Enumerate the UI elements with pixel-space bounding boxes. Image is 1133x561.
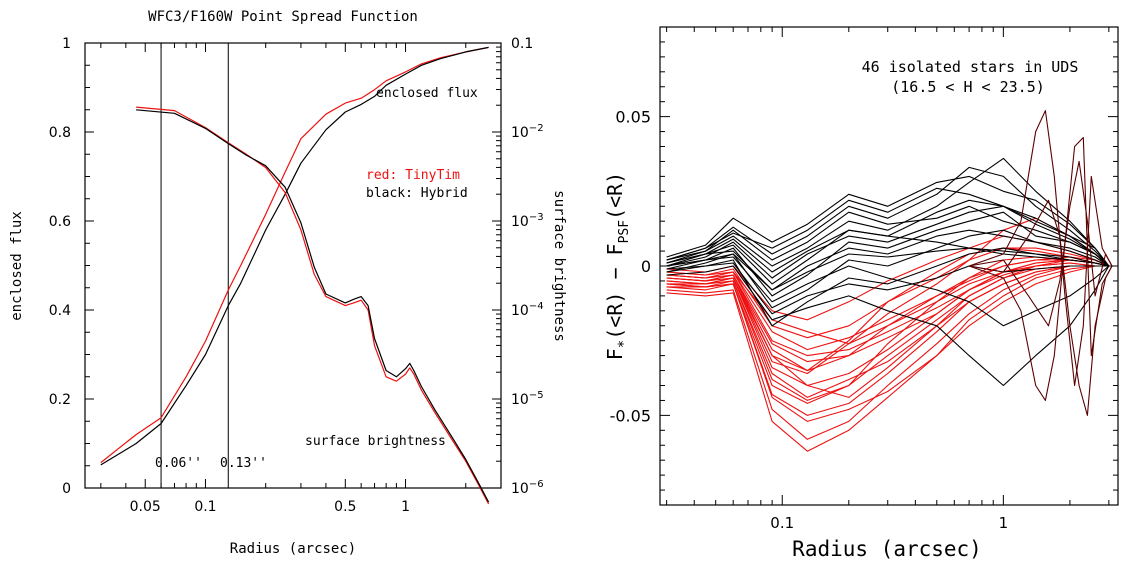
psf-ticks bbox=[85, 42, 502, 489]
psf-y-tick-labels-left: 0 0.2 0.4 0.6 0.8 1 bbox=[49, 36, 71, 497]
y-tick-label-left: 0.6 bbox=[49, 214, 71, 230]
series-hybrid-residual bbox=[666, 175, 1110, 267]
series-tinytim-residual bbox=[666, 265, 1109, 452]
psf-x-tick-labels: 0.05 0.1 0.5 1 bbox=[130, 499, 410, 515]
series-hybrid-residual bbox=[666, 265, 1110, 387]
series-sb_hybrid bbox=[136, 109, 490, 503]
y-tick-label-left: 0 bbox=[62, 481, 71, 497]
y-tick-label-right: 10−6 bbox=[511, 479, 544, 497]
residual-series bbox=[666, 110, 1113, 452]
series-tinytim-residual bbox=[666, 259, 1109, 387]
x-tick-label: 1 bbox=[401, 499, 410, 515]
psf-vertical-lines bbox=[160, 43, 229, 488]
series-outlier-residual bbox=[969, 199, 1113, 416]
series-group bbox=[666, 110, 1113, 452]
psf-series bbox=[100, 46, 490, 505]
psf-y-axis-label-left: enclosed flux bbox=[9, 211, 25, 321]
series-hybrid-residual bbox=[666, 166, 1110, 267]
vline-label-0.13: 0.13'' bbox=[220, 456, 267, 471]
x-tick-label: 0.1 bbox=[770, 514, 794, 532]
y-tick-label-left: 0.4 bbox=[49, 303, 71, 319]
stars-annotation-line1: 46 isolated stars in UDS bbox=[862, 58, 1079, 76]
series-ee_tinytim bbox=[100, 46, 489, 464]
psf-y-tick-labels-right: 0.1 10−2 10−3 10−4 10−5 10−6 bbox=[511, 36, 544, 497]
y-tick-label-right: 0.1 bbox=[511, 36, 533, 52]
y-tick-label-left: 0.8 bbox=[49, 125, 71, 141]
series-hybrid-residual bbox=[666, 157, 1110, 267]
series-ee_hybrid bbox=[100, 46, 489, 466]
y-tick-label: 0.05 bbox=[615, 108, 651, 127]
y-tick-label-right: 10−2 bbox=[511, 123, 544, 141]
psf-y-axis-label-right: surface brightness bbox=[551, 190, 567, 342]
psf-title: WFC3/F160W Point Spread Function bbox=[148, 9, 418, 25]
y-tick-label-left: 1 bbox=[62, 36, 71, 52]
x-tick-label: 0.5 bbox=[334, 499, 356, 515]
series-tinytim-residual bbox=[666, 262, 1109, 363]
series-hybrid-residual bbox=[666, 247, 1109, 291]
enclosed-flux-annotation: enclosed flux bbox=[376, 86, 478, 101]
series-tinytim-residual bbox=[666, 265, 1109, 416]
series-hybrid-residual bbox=[666, 256, 1110, 327]
y-tick-label: 0 bbox=[641, 257, 651, 276]
series-hybrid-residual bbox=[666, 262, 1109, 315]
residual-panel: 0.1 1 0.050-0.05 46 isolated stars in UDS… bbox=[603, 26, 1119, 561]
series-hybrid-residual bbox=[666, 229, 1109, 273]
vline-label-0.06: 0.06'' bbox=[155, 456, 202, 471]
series-hybrid-residual bbox=[666, 187, 1110, 267]
series-outlier-residual bbox=[969, 160, 1113, 327]
x-tick-label: 0.1 bbox=[194, 499, 216, 515]
psf-plot-frame bbox=[84, 42, 502, 489]
psf-panel: WFC3/F160W Point Spread Function 0.05 0.1… bbox=[9, 9, 567, 557]
residual-ticks bbox=[660, 26, 1118, 506]
y-tick-label-left: 0.2 bbox=[49, 392, 71, 408]
residual-x-tick-labels: 0.1 1 bbox=[770, 514, 1008, 532]
series-hybrid-residual bbox=[666, 205, 1110, 279]
y-tick-label-right: 10−4 bbox=[511, 301, 544, 319]
legend-hybrid: black: Hybrid bbox=[366, 186, 468, 201]
residual-y-tick-labels: 0.05 0 -0.05 bbox=[610, 108, 651, 426]
y-tick-label-right: 10−5 bbox=[511, 390, 544, 408]
stars-annotation-line2: (16.5 < H < 23.5) bbox=[891, 78, 1045, 96]
series-tinytim-residual bbox=[666, 256, 1109, 404]
surface-brightness-annotation: surface brightness bbox=[305, 434, 446, 449]
legend-tinytim: red: TinyTim bbox=[366, 168, 460, 183]
psf-x-axis-label: Radius (arcsec) bbox=[230, 541, 356, 557]
series-tinytim-residual bbox=[666, 265, 1109, 440]
x-tick-label: 0.05 bbox=[130, 499, 161, 515]
y-tick-label: -0.05 bbox=[610, 406, 651, 425]
x-tick-label: 1 bbox=[999, 514, 1009, 532]
y-tick-label-right: 10−3 bbox=[511, 212, 544, 230]
residual-y-axis-label: F*(<R) − FPSF(<R) bbox=[603, 172, 632, 360]
residual-x-axis-label: Radius (arcsec) bbox=[792, 537, 982, 561]
